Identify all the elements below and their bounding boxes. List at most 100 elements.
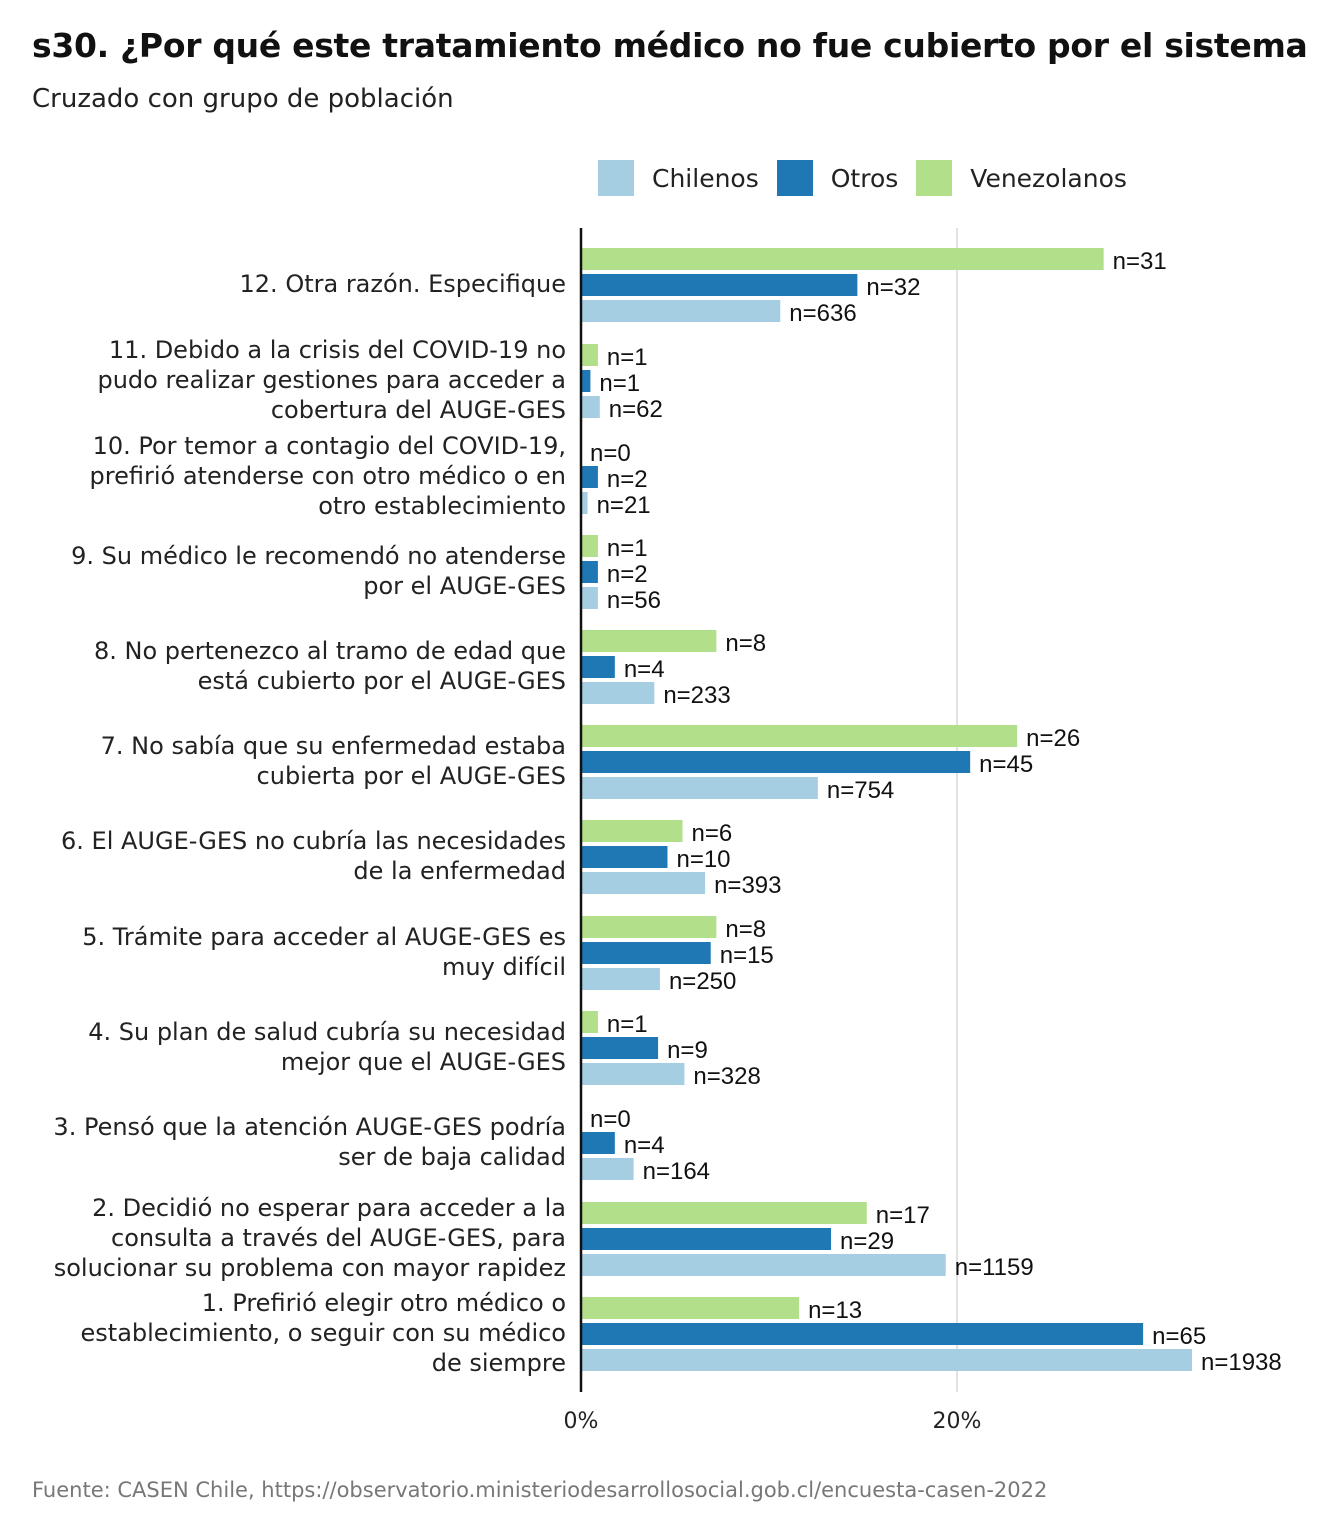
category-label-line: establecimiento, o seguir con su médico (80, 1319, 566, 1347)
bar-venezolanos-7 (581, 916, 717, 938)
bar-chilenos-1 (581, 396, 600, 418)
bar-chilenos-0 (581, 300, 781, 322)
data-label: n=0 (590, 440, 631, 467)
x-tick-label: 0% (564, 1409, 599, 1434)
data-label: n=6 (692, 820, 733, 847)
category-label-line: pudo realizar gestiones para acceder a (97, 366, 566, 394)
data-label: n=13 (808, 1297, 862, 1324)
category-label-line: está cubierto por el AUGE-GES (197, 667, 566, 695)
bar-chilenos-3 (581, 587, 598, 609)
chart-subtitle: Cruzado con grupo de población (32, 84, 454, 114)
bar-venezolanos-5 (581, 725, 1018, 747)
category-label-line: consulta a través del AUGE-GES, para (111, 1224, 566, 1252)
category-label-line: 11. Debido a la crisis del COVID-19 no (108, 336, 566, 364)
bar-chilenos-5 (581, 777, 818, 799)
category-label-line: 12. Otra razón. Especifique (239, 270, 566, 298)
bar-otros-7 (581, 942, 711, 964)
data-label: n=393 (714, 872, 781, 899)
bar-otros-4 (581, 656, 615, 678)
bar-venezolanos-1 (581, 344, 598, 366)
category-label-line: mejor que el AUGE-GES (280, 1048, 566, 1076)
bar-otros-1 (581, 370, 591, 392)
bar-chilenos-4 (581, 682, 655, 704)
data-label: n=31 (1113, 248, 1167, 275)
data-label: n=1 (607, 344, 648, 371)
category-label-line: prefirió atenderse con otro médico o en (89, 462, 566, 490)
category-label-line: de siempre (431, 1349, 566, 1377)
category-label-line: ser de baja calidad (338, 1143, 566, 1171)
category-label-line: 1. Prefirió elegir otro médico o (201, 1289, 566, 1317)
bar-otros-8 (581, 1037, 659, 1059)
data-label: n=29 (840, 1228, 894, 1255)
category-label-line: 4. Su plan de salud cubría su necesidad (88, 1018, 566, 1046)
category-label-line: por el AUGE-GES (363, 572, 566, 600)
bar-chilenos-6 (581, 872, 706, 894)
category-label-line: de la enfermedad (353, 857, 566, 885)
category-label: 4. Su plan de salud cubría su necesidad m… (26, 1017, 566, 1077)
category-label-line: cubierta por el AUGE-GES (256, 762, 566, 790)
bar-venezolanos-6 (581, 820, 683, 842)
legend-label-venezolanos: Venezolanos (970, 163, 1127, 193)
data-label: n=1 (599, 370, 640, 397)
category-label-line: muy difícil (442, 953, 566, 981)
data-label: n=1 (607, 535, 648, 562)
category-label-line: 6. El AUGE-GES no cubría las necesidades (61, 827, 566, 855)
bar-venezolanos-4 (581, 630, 717, 652)
category-label: 2. Decidió no esperar para acceder a la c… (26, 1193, 566, 1283)
data-label: n=45 (979, 751, 1033, 778)
chart-title: s30. ¿Por qué este tratamiento médico no… (32, 26, 1308, 65)
source-note: Fuente: CASEN Chile, https://observatori… (32, 1478, 1048, 1502)
bar-otros-2 (581, 466, 598, 488)
data-label: n=8 (725, 630, 766, 657)
data-label: n=0 (590, 1106, 631, 1133)
bar-chilenos-9 (581, 1158, 634, 1180)
bar-otros-11 (581, 1323, 1144, 1345)
category-label-line: 8. No pertenezco al tramo de edad que (93, 637, 566, 665)
legend-item-venezolanos: Venezolanos (916, 160, 1127, 196)
legend: Chilenos Otros Venezolanos (598, 160, 1145, 196)
data-label: n=1159 (955, 1254, 1034, 1281)
data-label: n=328 (693, 1063, 760, 1090)
category-label-line: 9. Su médico le recomendó no atenderse (71, 542, 566, 570)
data-label: n=1938 (1201, 1349, 1282, 1376)
bar-otros-9 (581, 1132, 615, 1154)
data-label: n=164 (643, 1158, 710, 1185)
data-label: n=10 (676, 846, 730, 873)
data-label: n=65 (1152, 1323, 1206, 1350)
category-label: 3. Pensó que la atención AUGE-GES podría… (26, 1112, 566, 1172)
category-label-line: otro establecimiento (318, 492, 566, 520)
bar-venezolanos-8 (581, 1011, 598, 1033)
category-label: 6. El AUGE-GES no cubría las necesidades… (26, 826, 566, 886)
data-label: n=1 (607, 1011, 648, 1038)
data-label: n=56 (607, 587, 661, 614)
category-label: 9. Su médico le recomendó no atenderse po… (26, 541, 566, 601)
category-label-line: cobertura del AUGE-GES (270, 396, 566, 424)
data-label: n=9 (667, 1037, 708, 1064)
bar-otros-5 (581, 751, 971, 773)
bar-chilenos-10 (581, 1254, 946, 1276)
data-label: n=2 (607, 561, 648, 588)
category-label-line: 2. Decidió no esperar para acceder a la (92, 1194, 566, 1222)
data-label: n=15 (720, 942, 774, 969)
data-label: n=21 (597, 492, 651, 519)
category-label: 11. Debido a la crisis del COVID-19 no pu… (26, 335, 566, 425)
legend-label-otros: Otros (830, 163, 899, 193)
data-label: n=62 (609, 396, 663, 423)
data-label: n=32 (866, 274, 920, 301)
data-label: n=17 (876, 1202, 930, 1229)
category-label: 1. Prefirió elegir otro médico o establec… (26, 1288, 566, 1378)
data-label: n=250 (669, 968, 736, 995)
data-label: n=26 (1026, 725, 1080, 752)
bar-venezolanos-0 (581, 248, 1104, 270)
bar-venezolanos-10 (581, 1202, 867, 1224)
legend-label-chilenos: Chilenos (652, 163, 759, 193)
category-label: 10. Por temor a contagio del COVID-19, pr… (26, 431, 566, 521)
data-label: n=754 (827, 777, 894, 804)
category-label-line: solucionar su problema con mayor rapidez (53, 1254, 566, 1282)
category-label-line: 3. Pensó que la atención AUGE-GES podría (53, 1113, 566, 1141)
bar-otros-10 (581, 1228, 832, 1250)
data-label: n=4 (624, 1132, 665, 1159)
legend-swatch-chilenos (598, 160, 634, 196)
bar-chilenos-11 (581, 1349, 1192, 1371)
